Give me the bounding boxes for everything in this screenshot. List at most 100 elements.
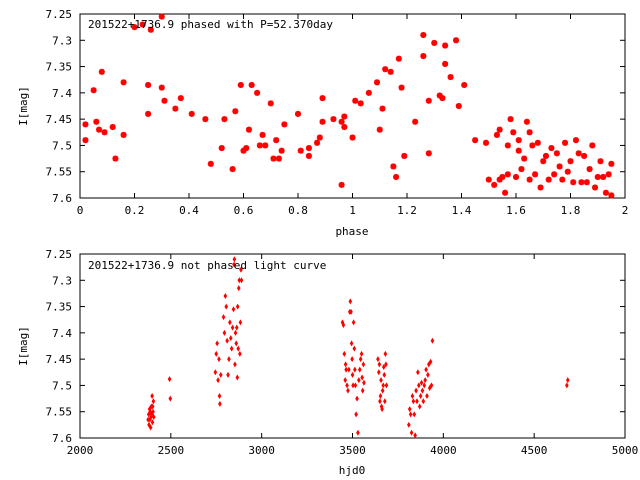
data-point xyxy=(361,361,366,368)
data-point xyxy=(379,377,383,384)
data-point xyxy=(502,189,509,196)
data-point xyxy=(158,13,165,20)
data-point xyxy=(139,21,146,28)
chart-2-ylabel: I[mag] xyxy=(17,326,30,366)
data-point xyxy=(529,142,536,149)
data-point xyxy=(227,356,231,363)
data-point xyxy=(349,340,354,347)
x-tick-label: 1.8 xyxy=(561,204,581,217)
x-tick-label: 3500 xyxy=(339,444,366,457)
data-point xyxy=(384,382,389,389)
data-point xyxy=(376,126,383,133)
data-point xyxy=(150,403,155,410)
data-point xyxy=(349,308,353,315)
data-point xyxy=(570,179,577,186)
data-point xyxy=(565,377,570,384)
chart-2-ticks: 2000 2500 3000 3500 4000 4500 5000 7.25 7.3 7.35 7… xyxy=(46,248,639,457)
data-point xyxy=(491,181,498,188)
data-point xyxy=(518,166,525,173)
data-point xyxy=(565,382,569,389)
data-point xyxy=(151,398,156,405)
data-point xyxy=(239,266,243,273)
chart-1-ylabel: I[mag] xyxy=(17,86,30,126)
data-point xyxy=(295,110,301,117)
y-tick-label: 7.45 xyxy=(46,113,73,126)
data-point xyxy=(381,364,386,371)
data-point xyxy=(575,150,582,157)
data-point xyxy=(407,406,412,413)
data-point xyxy=(82,121,89,128)
data-point xyxy=(232,261,236,268)
data-point xyxy=(583,179,590,186)
data-point xyxy=(150,392,154,399)
y-tick-label: 7.4 xyxy=(52,87,72,100)
data-point xyxy=(150,419,155,426)
data-point xyxy=(359,350,364,357)
data-point xyxy=(330,116,337,123)
data-point xyxy=(273,137,280,144)
data-point xyxy=(551,171,558,178)
data-point xyxy=(225,337,229,344)
data-point xyxy=(608,160,615,167)
y-tick-label: 7.6 xyxy=(52,192,72,205)
data-point xyxy=(387,68,394,75)
data-point xyxy=(167,376,172,383)
data-point xyxy=(374,79,381,86)
data-point xyxy=(461,81,468,88)
data-point xyxy=(93,118,100,125)
data-point xyxy=(532,171,539,178)
data-point xyxy=(217,392,222,399)
data-point xyxy=(226,371,230,378)
data-point xyxy=(177,95,184,102)
x-tick-label: 0.8 xyxy=(288,204,308,217)
data-point xyxy=(431,39,438,46)
data-point xyxy=(216,377,220,384)
data-point xyxy=(188,110,195,117)
data-point xyxy=(239,277,244,284)
data-point xyxy=(382,371,387,378)
y-tick-label: 7.3 xyxy=(52,34,72,47)
data-point xyxy=(377,361,382,368)
data-point xyxy=(499,173,506,180)
data-point xyxy=(412,118,419,125)
data-point xyxy=(380,406,384,413)
data-point xyxy=(420,387,425,394)
data-point xyxy=(504,171,511,178)
x-tick-label: 4500 xyxy=(521,444,548,457)
data-point xyxy=(218,371,223,378)
data-point xyxy=(455,103,462,109)
data-point xyxy=(341,113,348,120)
data-point xyxy=(254,89,261,96)
data-point xyxy=(360,374,364,381)
data-point xyxy=(338,118,345,125)
data-point xyxy=(383,350,388,357)
chart-1-points xyxy=(82,13,615,199)
data-point xyxy=(112,155,119,162)
x-tick-label: 0.6 xyxy=(234,204,254,217)
data-point xyxy=(109,124,116,131)
data-point xyxy=(472,137,479,144)
data-point xyxy=(411,398,416,405)
data-point xyxy=(215,340,219,347)
data-point xyxy=(145,81,152,88)
data-point xyxy=(358,356,363,363)
y-tick-label: 7.6 xyxy=(52,432,72,445)
y-tick-label: 7.5 xyxy=(52,379,72,392)
data-point xyxy=(540,158,547,165)
y-tick-label: 7.25 xyxy=(46,8,73,21)
data-point xyxy=(237,81,244,88)
data-point xyxy=(395,55,402,62)
data-point xyxy=(245,126,252,133)
data-point xyxy=(146,416,150,423)
data-point xyxy=(442,60,449,67)
x-tick-label: 1.2 xyxy=(397,204,417,217)
data-point xyxy=(378,392,383,399)
data-point xyxy=(213,369,218,376)
data-point xyxy=(428,358,433,365)
y-tick-label: 7.4 xyxy=(52,327,72,340)
data-point xyxy=(553,150,560,157)
data-point xyxy=(412,411,417,418)
data-point xyxy=(235,303,240,310)
data-point xyxy=(354,411,358,418)
data-point xyxy=(589,142,596,149)
